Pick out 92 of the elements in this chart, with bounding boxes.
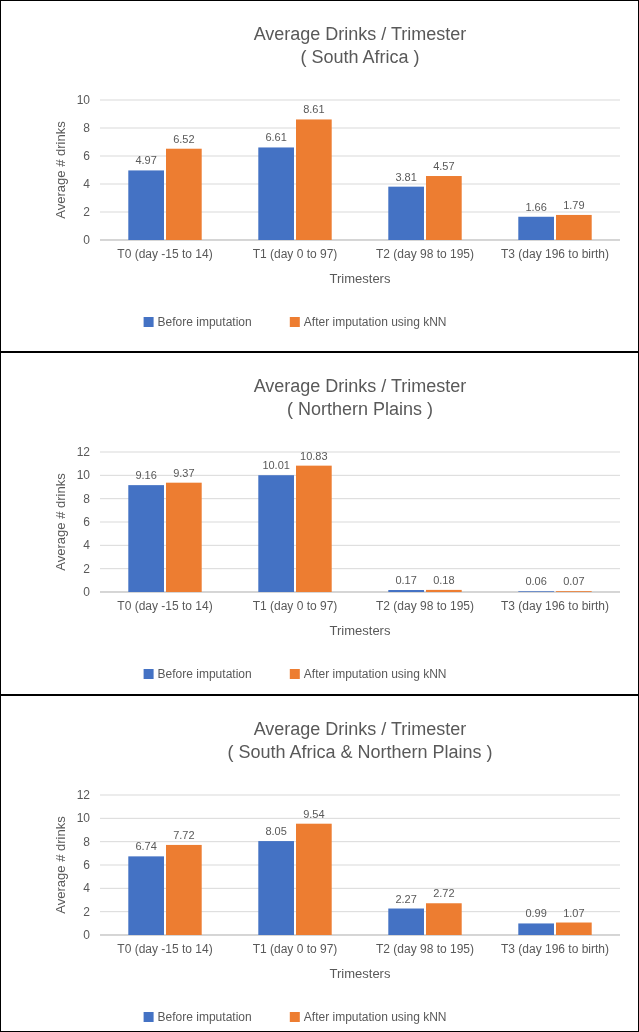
data-label: 6.74: [135, 840, 157, 853]
y-tick-label: 10: [76, 468, 91, 483]
y-tick-label: 2: [83, 205, 91, 219]
y-tick-label: 4: [83, 881, 91, 896]
x-axis-title: Trimesters: [329, 271, 391, 286]
x-axis-title: Trimesters: [329, 623, 391, 638]
bar: [388, 908, 424, 935]
data-label: 0.18: [433, 573, 455, 586]
y-axis-title: Average # drinks: [53, 815, 68, 914]
bar: [258, 841, 294, 935]
y-tick-label: 8: [83, 491, 91, 506]
data-label: 9.16: [135, 469, 157, 482]
data-label: 0.99: [525, 907, 547, 920]
data-label: 8.61: [303, 103, 325, 116]
y-tick-label: 10: [76, 93, 91, 107]
x-tick-label: T1 (day 0 to 97): [252, 599, 338, 613]
chart-title: Average Drinks / Trimester ( South Africa & Northern Plains ): [227, 719, 493, 762]
bar: [166, 148, 202, 240]
data-label: 6.61: [265, 131, 287, 144]
data-label: 10.83: [300, 449, 328, 462]
data-label: 4.97: [135, 154, 157, 167]
chart-title: Average Drinks / Trimester ( South Africa ): [253, 24, 467, 67]
bar: [128, 170, 164, 240]
x-tick-label: T2 (day 98 to 195): [375, 599, 475, 613]
data-label: 2.72: [433, 887, 455, 900]
x-tick-label: T1 (day 0 to 97): [252, 942, 338, 956]
bar: [518, 216, 554, 240]
bar: [296, 465, 332, 592]
data-label: 0.07: [563, 575, 585, 588]
data-label: 6.52: [173, 132, 195, 145]
y-axis-title: Average # drinks: [53, 120, 68, 219]
y-tick-label: 0: [83, 233, 91, 247]
y-tick-label: 6: [83, 858, 91, 872]
bar: [426, 176, 462, 240]
x-tick-label: T1 (day 0 to 97): [252, 247, 338, 261]
data-label: 2.27: [395, 892, 417, 905]
bar: [258, 475, 294, 592]
data-label: 9.54: [303, 807, 325, 820]
x-axis-title: Trimesters: [329, 966, 391, 981]
bar: [388, 186, 424, 240]
y-tick-label: 8: [83, 121, 91, 135]
bar: [556, 214, 592, 240]
y-tick-label: 0: [83, 928, 91, 942]
y-tick-label: 4: [83, 177, 91, 191]
bar: [166, 844, 202, 935]
data-label: 0.06: [525, 575, 547, 588]
x-tick-label: T3 (day 196 to birth): [500, 942, 610, 956]
data-label: 4.57: [433, 160, 455, 173]
chart-title: Average Drinks / Trimester ( Northern Plains ): [253, 376, 467, 419]
x-tick-label: T0 (day -15 to 14): [117, 599, 213, 613]
y-tick-label: 2: [83, 904, 91, 919]
data-label: 1.79: [563, 198, 585, 211]
data-label: 1.66: [525, 200, 547, 213]
bar: [166, 482, 202, 592]
y-tick-label: 8: [83, 834, 91, 849]
bar: [426, 903, 462, 935]
x-tick-label: T0 (day -15 to 14): [117, 942, 213, 956]
data-label: 0.17: [395, 574, 417, 587]
y-tick-label: 6: [83, 515, 91, 529]
x-tick-label: T0 (day -15 to 14): [117, 247, 213, 261]
bar: [128, 856, 164, 935]
y-axis-title: Average # drinks: [53, 472, 68, 571]
data-label: 9.37: [173, 466, 195, 479]
bar: [556, 922, 592, 935]
x-tick-label: T2 (day 98 to 195): [375, 247, 475, 261]
legend-label: Before imputation: [157, 1010, 252, 1024]
bar: [258, 147, 294, 240]
y-tick-label: 12: [76, 788, 91, 802]
legend-label: After imputation using kNN: [303, 315, 447, 329]
bar: [296, 119, 332, 240]
data-label: 8.05: [265, 825, 287, 838]
y-tick-label: 0: [83, 585, 91, 599]
legend-label: After imputation using kNN: [303, 1010, 447, 1024]
x-tick-label: T2 (day 98 to 195): [375, 942, 475, 956]
legend-label: After imputation using kNN: [303, 667, 447, 681]
legend-label: Before imputation: [157, 667, 252, 681]
bar: [296, 823, 332, 935]
data-label: 7.72: [173, 828, 195, 841]
x-tick-label: T3 (day 196 to birth): [500, 247, 610, 261]
legend-label: Before imputation: [157, 315, 252, 329]
data-label: 10.01: [262, 459, 290, 472]
bar: [518, 923, 554, 935]
y-tick-label: 10: [76, 811, 91, 826]
bar: [128, 485, 164, 592]
data-label: 3.81: [395, 170, 417, 183]
bar: [426, 589, 462, 592]
y-tick-label: 12: [76, 445, 91, 459]
data-label: 1.07: [563, 906, 585, 919]
x-tick-label: T3 (day 196 to birth): [500, 599, 610, 613]
y-tick-label: 4: [83, 538, 91, 553]
y-tick-label: 6: [83, 149, 91, 163]
y-tick-label: 2: [83, 561, 91, 576]
